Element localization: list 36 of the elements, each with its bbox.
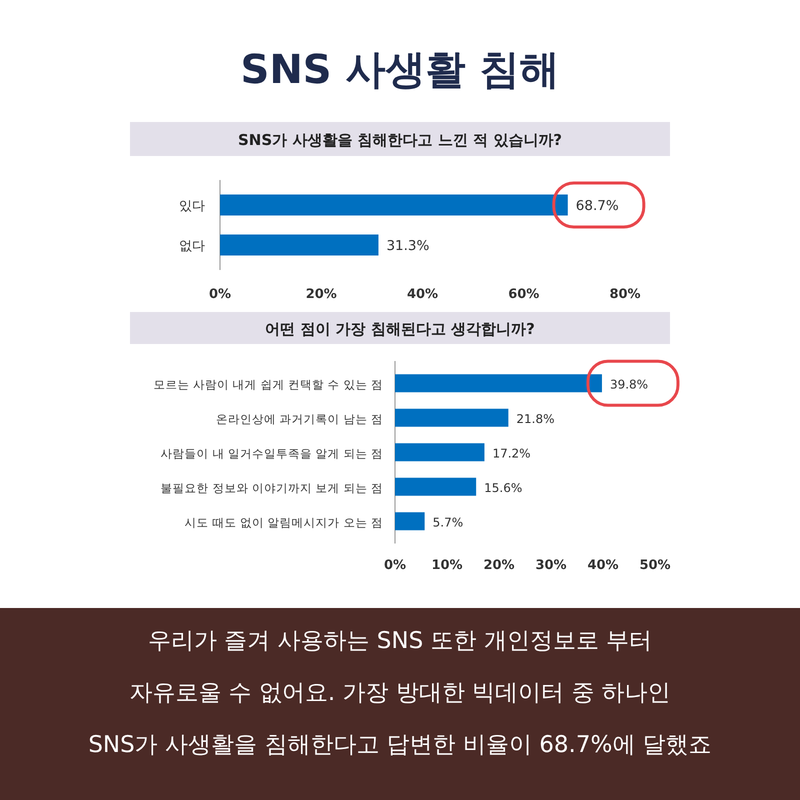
chart-title: SNS 사생활 침해 [240,47,560,93]
x-tick-label: 0% [384,558,406,573]
x-tick-label: 40% [587,558,619,573]
x-tick-label: 20% [306,287,337,302]
y-tick-label: 불필요한 정보와 이야기까지 보게 되는 점 [160,480,383,495]
bar [395,408,508,427]
bar [395,443,484,462]
data-label: 39.8% [610,377,648,392]
y-tick-label: 모르는 사람이 내게 쉽게 컨택할 수 있는 점 [153,377,383,392]
text: SNS가 사생활을 침해한다고 답변한 비율이 68.7%에 달했죠 [88,732,712,758]
data-label: 31.3% [386,238,430,254]
y-tick-label: 온라인상에 과거기록이 남는 점 [216,412,383,426]
bar [395,374,602,392]
text: 자유로울 수 없어요. 가장 방대한 빅데이터 중 하나인 [129,680,671,706]
data-label: 21.8% [516,412,554,426]
y-tick-label: 있다 [179,199,205,214]
data-label: 15.6% [484,480,522,495]
y-tick-label: 사람들이 내 일거수일투족을 알게 되는 점 [160,446,383,460]
x-tick-label: 60% [508,287,540,302]
chart-subtitle: SNS가 사생활을 침해한다고 느낀 적 있습니까? [238,131,562,149]
data-label: 68.7% [576,198,619,214]
x-tick-label: 10% [431,558,463,573]
x-tick-label: 30% [535,558,567,573]
x-tick-label: 0% [208,287,232,302]
x-tick-label: 20% [483,558,515,573]
text: 우리가 즐겨 사용하는 SNS 또한 개인정보로 부터 [148,628,652,654]
x-tick-label: 50% [639,558,671,573]
bar [395,478,476,496]
y-tick-label: 없다 [179,239,205,254]
chart-title: 어떤 점이 가장 침해된다고 생각합니까? [265,320,535,338]
bar [395,512,425,530]
data-label: 17.2% [492,446,531,460]
y-tick-label: 시도 때도 없이 알림메시지가 오는 점 [184,515,383,530]
data-label: 5.7% [432,515,464,530]
x-tick-label: 80% [609,287,641,302]
x-tick-label: 40% [406,287,438,302]
